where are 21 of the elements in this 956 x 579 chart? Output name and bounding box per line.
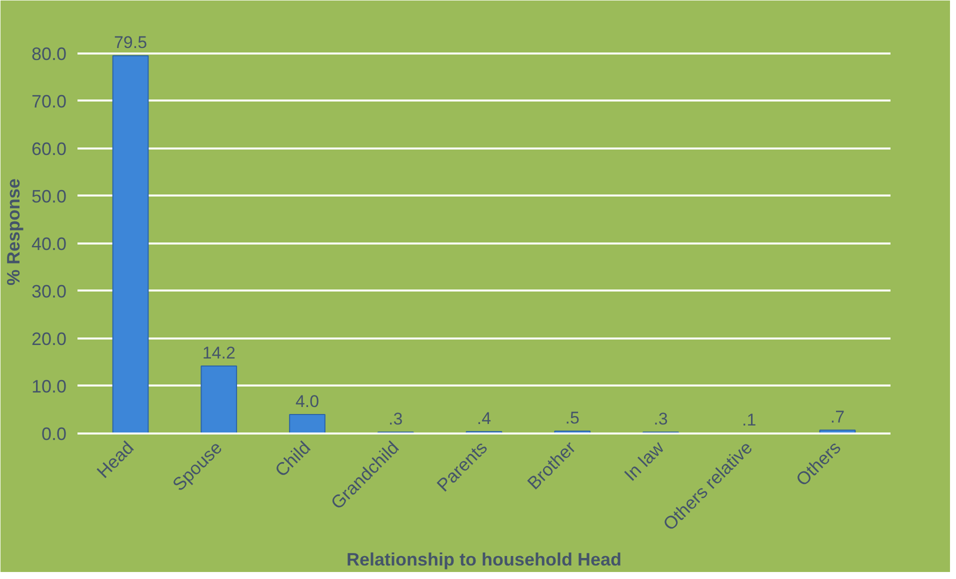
y-tick-label: 50.0 xyxy=(31,186,67,206)
y-tick-label: 40.0 xyxy=(31,234,67,254)
y-tick-label: 20.0 xyxy=(31,328,67,349)
data-label: .5 xyxy=(565,408,580,428)
y-tick-label: 0.0 xyxy=(41,424,67,444)
data-label: .3 xyxy=(388,409,403,428)
data-label: 4.0 xyxy=(295,392,320,411)
y-tick-label: 10.0 xyxy=(31,376,67,396)
y-tick-label: 80.0 xyxy=(31,44,67,64)
data-label: .7 xyxy=(830,408,845,427)
data-label: 79.5 xyxy=(114,33,148,52)
data-label: .1 xyxy=(742,410,756,430)
y-tick-label: 60.0 xyxy=(31,138,67,159)
x-axis-title: Relationship to household Head xyxy=(346,549,622,570)
data-label: 14.2 xyxy=(202,343,236,362)
x-tick-label: In law xyxy=(620,436,669,485)
y-axis-title: % Response xyxy=(3,178,24,286)
y-tick-label: 30.0 xyxy=(31,281,67,302)
data-label: .3 xyxy=(654,409,668,428)
y-tick-label: 70.0 xyxy=(31,91,67,112)
data-label: .4 xyxy=(476,408,492,428)
